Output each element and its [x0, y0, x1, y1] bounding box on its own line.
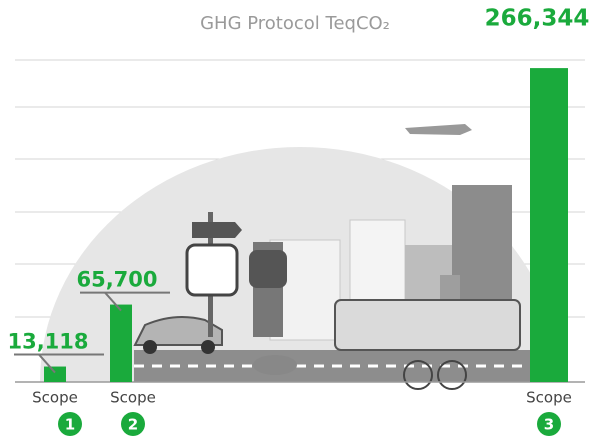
bar	[530, 68, 568, 382]
chart-title: GHG Protocol TeqCO₂	[200, 13, 390, 34]
value-label: 266,344	[485, 6, 590, 32]
x-tick-label: Scope	[110, 389, 156, 407]
bar	[110, 305, 132, 382]
bar	[44, 367, 66, 382]
x-tick-label: Scope	[526, 389, 572, 407]
value-label: 65,700	[76, 268, 157, 292]
scope-number: 3	[544, 416, 554, 434]
scope-number: 1	[65, 416, 75, 434]
x-tick-label: Scope	[32, 389, 78, 407]
value-label: 13,118	[7, 330, 88, 354]
background-illustration	[15, 60, 585, 389]
chart: GHG Protocol TeqCO₂ 13,118 Scope 1 65,700 Sc…	[0, 0, 595, 443]
scope-number: 2	[128, 416, 138, 434]
